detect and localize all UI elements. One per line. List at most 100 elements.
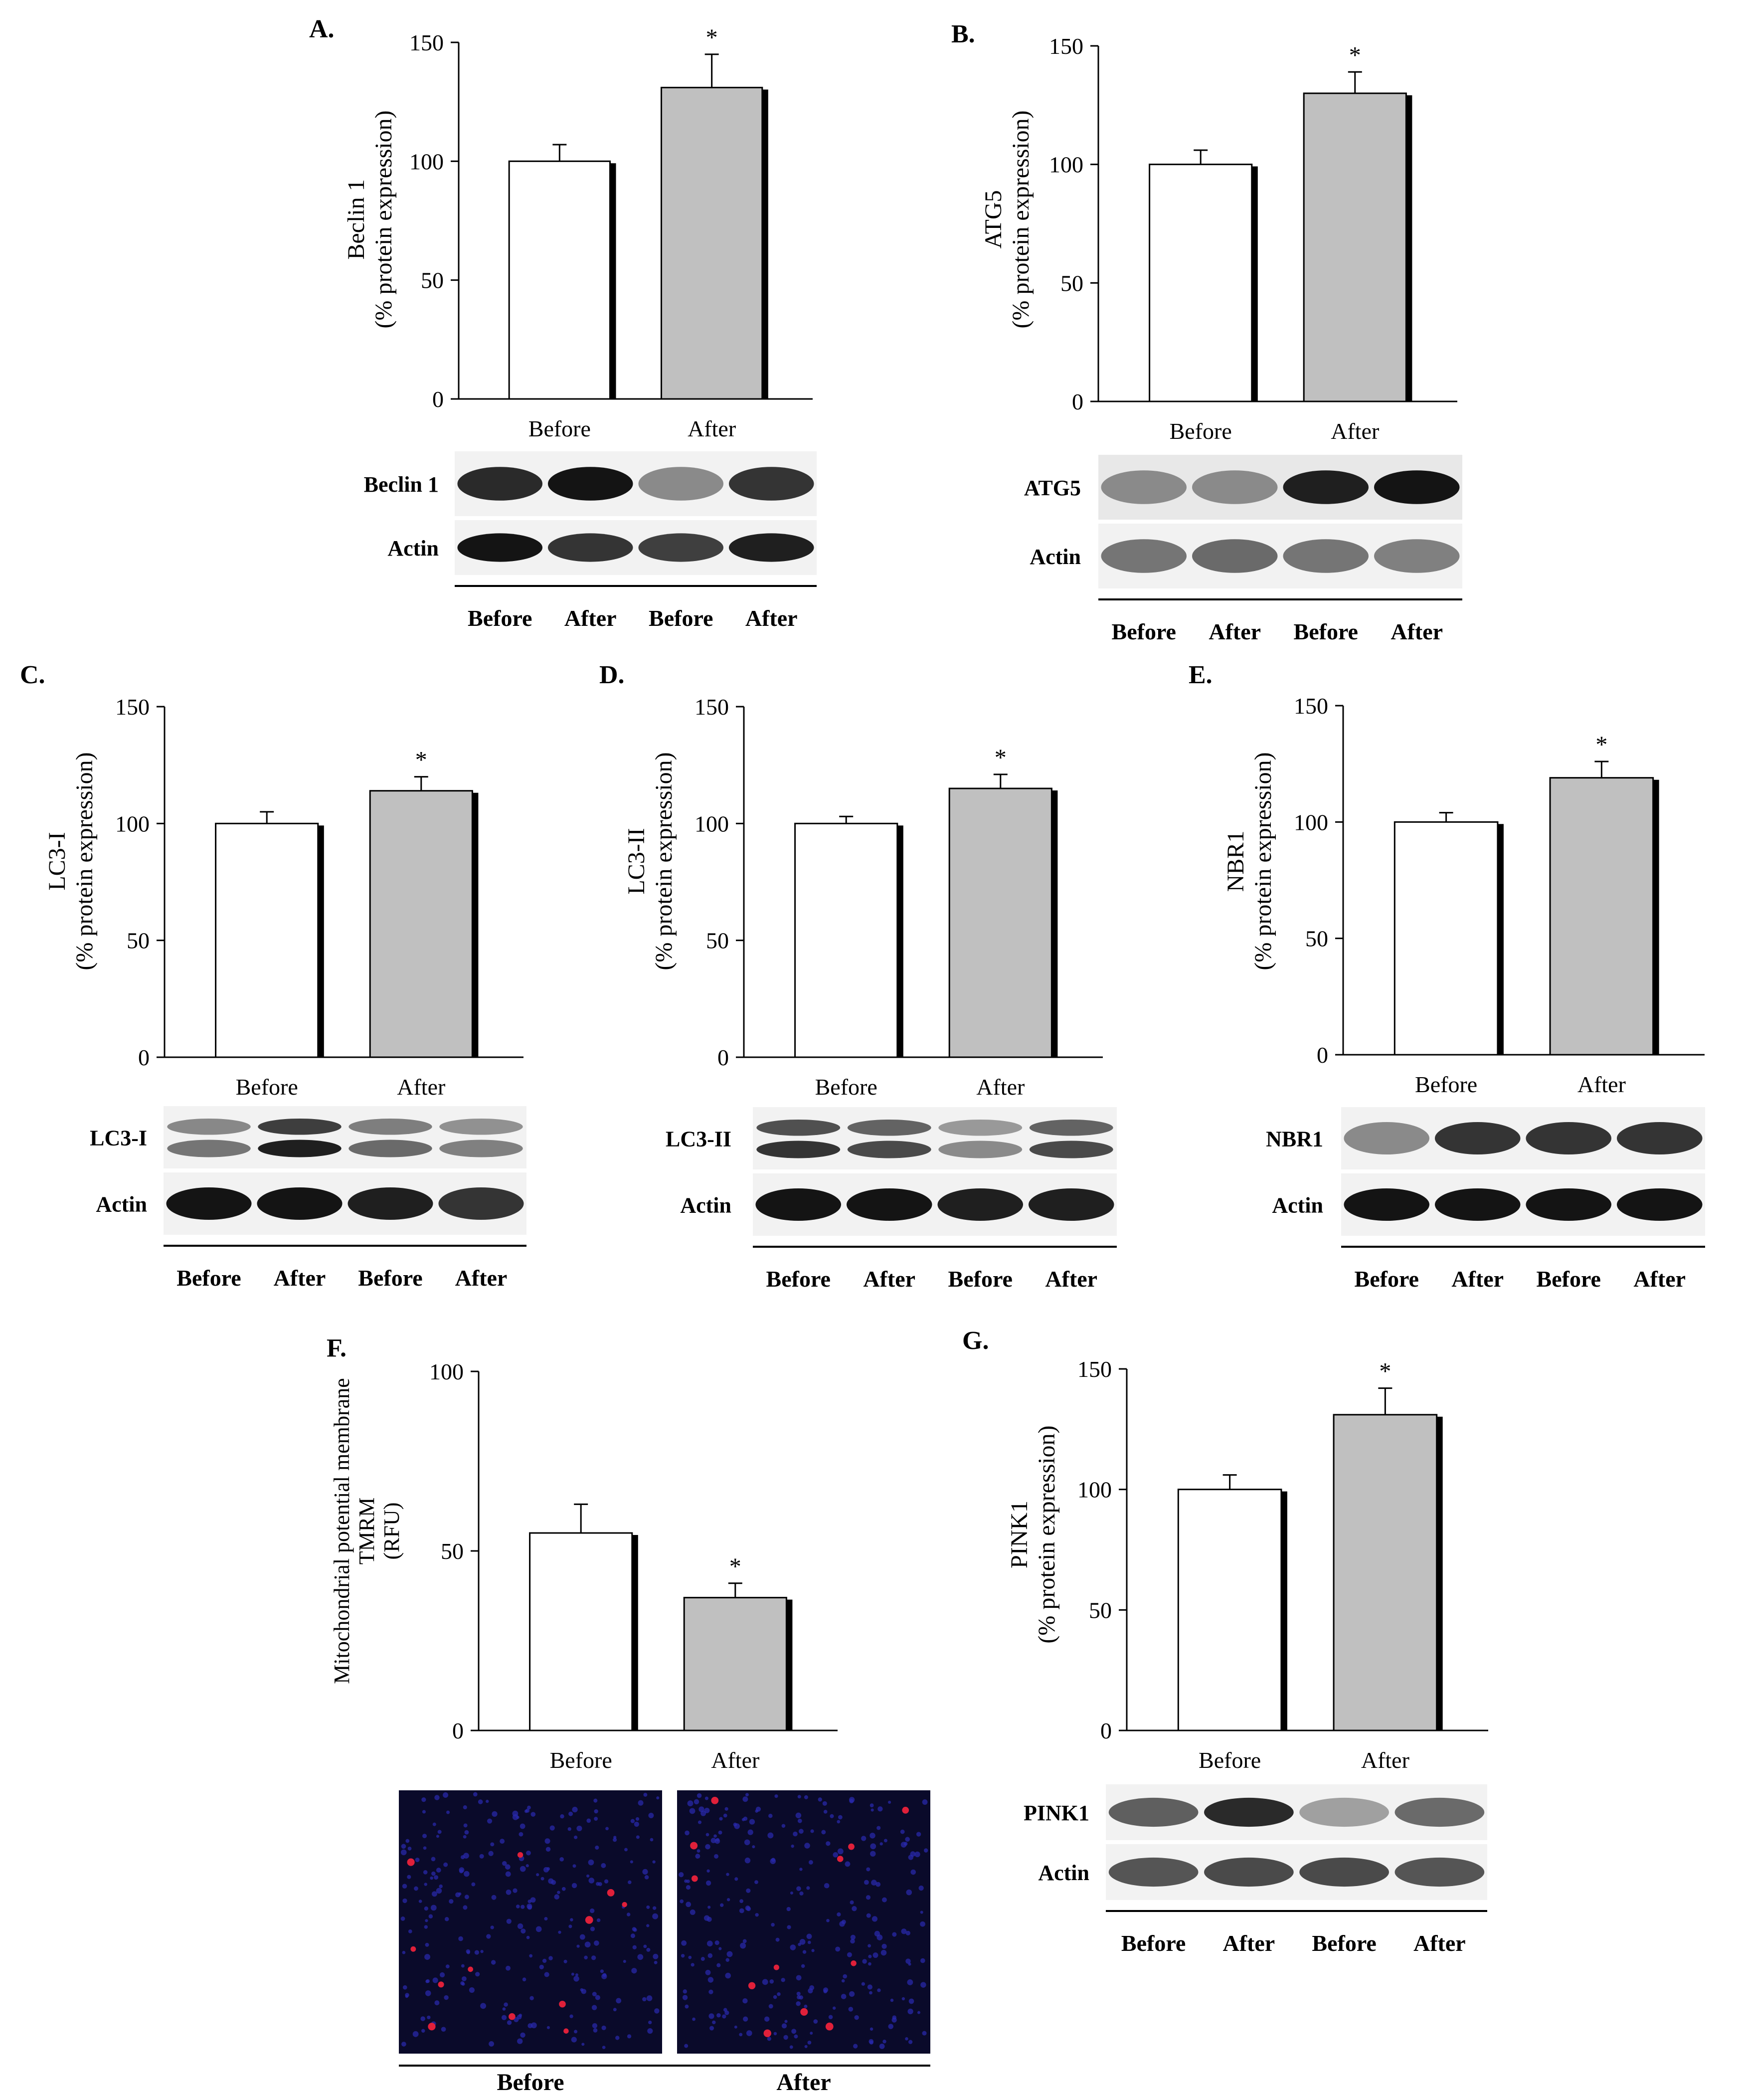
cell-nucleus	[464, 1895, 469, 1900]
blot-band	[348, 1119, 432, 1135]
blot-band	[756, 1141, 841, 1158]
cell-nucleus	[718, 1947, 722, 1950]
blot-band	[1526, 1122, 1612, 1154]
blot-band	[439, 1140, 523, 1157]
blot-row-label: Actin	[387, 536, 439, 561]
lane-label: After	[564, 605, 617, 631]
panel-label: F.	[327, 1334, 347, 1362]
cell-nucleus	[478, 1799, 483, 1804]
cell-nucleus	[877, 1988, 881, 1992]
cell-nucleus	[489, 2041, 495, 2047]
cell-nucleus	[841, 1994, 847, 1999]
cell-nucleus	[542, 1958, 547, 1963]
cell-nucleus	[771, 1922, 775, 1927]
bar-before	[794, 822, 898, 1058]
western-blot: PINK1 Actin Before After Before After	[1024, 1784, 1487, 1956]
cell-nucleus	[866, 1913, 871, 1918]
cell-nucleus	[864, 1880, 869, 1885]
cell-nucleus	[797, 1818, 802, 1823]
cell-nucleus	[475, 1972, 480, 1977]
cell-nucleus	[716, 2013, 721, 2018]
cell-nucleus	[754, 1880, 758, 1885]
cell-nucleus	[769, 1979, 774, 1984]
bar-after	[369, 790, 473, 1058]
cell-nucleus	[458, 1892, 462, 1896]
cell-nucleus	[922, 2031, 927, 2036]
x-tick-label: After	[688, 416, 736, 441]
cell-nucleus	[874, 1930, 880, 1937]
cell-nucleus	[791, 2029, 797, 2034]
blot-band	[457, 533, 543, 562]
cell-nucleus	[643, 1944, 647, 1948]
cell-nucleus	[770, 1858, 776, 1864]
lane-label: After	[1223, 1930, 1275, 1956]
tmrm-signal	[438, 1981, 444, 1988]
cell-nucleus	[400, 1849, 407, 1856]
cell-nucleus	[714, 1838, 720, 1844]
cell-nucleus	[890, 1998, 894, 2002]
cell-nucleus	[808, 1860, 813, 1865]
cell-nucleus	[709, 2026, 714, 2031]
cell-nucleus	[813, 2019, 818, 2024]
x-tick-label: Before	[1415, 1072, 1477, 1097]
blot-row-label: Actin	[1030, 545, 1081, 569]
cell-nucleus	[839, 1921, 845, 1927]
cell-nucleus	[798, 1829, 804, 1834]
cell-nucleus	[571, 2037, 577, 2043]
tmrm-signal	[407, 1858, 415, 1866]
blot-band	[1394, 1857, 1485, 1887]
x-tick-label: Before	[1199, 1747, 1261, 1773]
cell-nucleus	[716, 1963, 721, 1967]
tmrm-signal	[428, 2023, 436, 2031]
x-tick-label: Before	[1170, 418, 1232, 444]
cell-nucleus	[861, 1982, 866, 1986]
cell-nucleus	[654, 2008, 660, 2014]
y-tick-label: 150	[1049, 33, 1083, 59]
cell-nucleus	[421, 1797, 426, 1802]
blot-row-label: LC3-II	[666, 1127, 731, 1151]
cell-nucleus	[686, 1902, 692, 1908]
lane-label: After	[1413, 1930, 1466, 1956]
cell-nucleus	[796, 1991, 801, 1996]
cell-nucleus	[768, 2004, 773, 2009]
cell-nucleus	[487, 1818, 493, 1824]
tmrm-signal	[607, 1889, 615, 1897]
cell-nucleus	[826, 1918, 830, 1922]
cell-nucleus	[743, 1816, 748, 1821]
tmrm-signal	[848, 1843, 855, 1850]
cell-nucleus	[745, 1793, 749, 1797]
cell-nucleus	[571, 1972, 574, 1976]
significance-marker: *	[1379, 1358, 1391, 1385]
blot-band	[167, 1140, 251, 1157]
cell-nucleus	[632, 1945, 637, 1949]
cell-nucleus	[488, 1851, 494, 1856]
cell-nucleus	[804, 1795, 808, 1799]
blot-band	[1192, 539, 1278, 573]
cell-nucleus	[734, 1823, 740, 1829]
cell-nucleus	[628, 1880, 632, 1885]
cell-nucleus	[821, 1830, 826, 1835]
lane-label: Before	[649, 605, 713, 631]
tmrm-signal	[691, 1875, 698, 1882]
cell-nucleus	[906, 1889, 912, 1896]
cell-nucleus	[704, 1807, 710, 1813]
cell-nucleus	[907, 1979, 913, 1985]
x-tick-label: Before	[528, 416, 591, 441]
tmrm-signal	[800, 2008, 808, 2016]
lane-label: Before	[468, 605, 532, 631]
cell-nucleus	[405, 1839, 410, 1843]
cell-nucleus	[783, 2035, 788, 2040]
cell-nucleus	[837, 1912, 841, 1916]
bar-before	[1393, 821, 1499, 1056]
blot-band	[755, 1188, 842, 1221]
bar-chart: 0 50 100 150 Before * After	[1294, 693, 1705, 1097]
blot-band	[938, 1120, 1023, 1136]
bar-after	[683, 1597, 787, 1731]
cell-nucleus	[696, 1849, 700, 1853]
panel-label: E.	[1189, 661, 1213, 689]
lane-label: After	[274, 1265, 326, 1291]
cell-nucleus	[746, 2030, 752, 2036]
blot-row-label: ATG5	[1024, 476, 1081, 500]
cell-nucleus	[854, 2015, 859, 2020]
cell-nucleus	[579, 1934, 585, 1940]
